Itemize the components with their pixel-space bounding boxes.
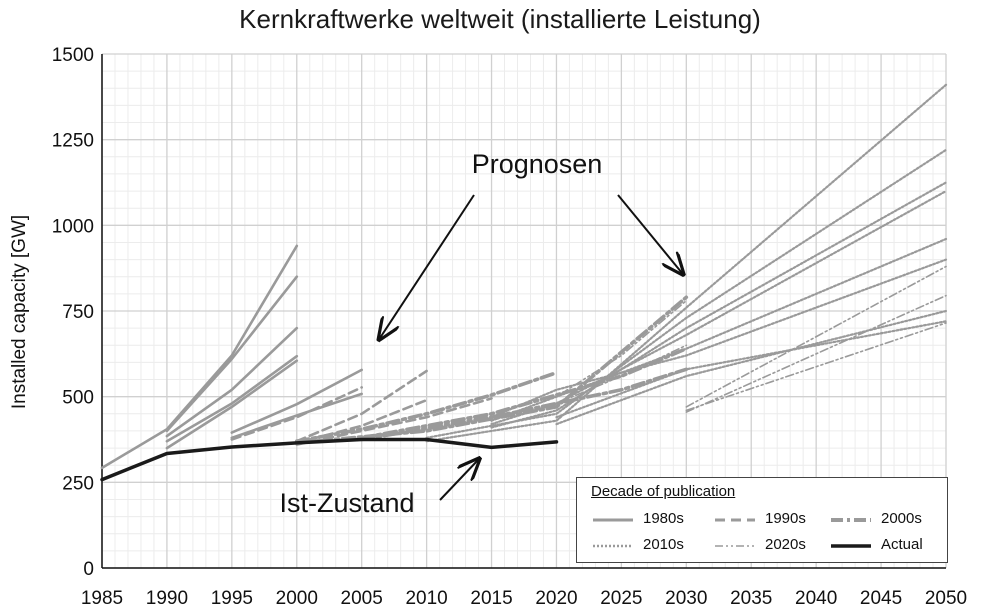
projection-line-2010s — [490, 190, 948, 426]
projection-line-1980s — [165, 354, 299, 443]
projection-line-2020s — [555, 299, 688, 398]
series-layer — [100, 83, 948, 470]
x-tick-label: 1990 — [146, 588, 188, 609]
x-tick-label: 1995 — [211, 588, 253, 609]
projection-line-2000s — [359, 346, 689, 440]
projection-line-1980s — [165, 275, 299, 433]
actual-layer — [100, 437, 559, 482]
projection-line-2010s — [555, 309, 948, 426]
x-tick-label: 1985 — [81, 588, 123, 609]
projection-line-1990s — [230, 386, 364, 441]
actual-line — [100, 437, 559, 482]
y-tick-label: 1000 — [52, 216, 94, 237]
legend-label: 1990s — [765, 510, 806, 527]
y-tick-label: 500 — [62, 388, 94, 409]
projection-line-2010s — [555, 320, 948, 419]
projection-line-2020s — [685, 322, 947, 412]
projection-line-1980s — [230, 392, 364, 440]
legend-swatch-actual — [831, 544, 871, 548]
legend-swatch-2020s — [715, 545, 755, 547]
projection-line-1980s — [165, 359, 299, 450]
legend-label: 2010s — [643, 536, 684, 553]
projection-line-1980s — [230, 368, 364, 434]
x-tick-label: 2050 — [925, 588, 967, 609]
x-tick-label: 2040 — [795, 588, 837, 609]
projection-line-1990s — [295, 397, 493, 446]
x-tick-label: 2020 — [535, 588, 577, 609]
projection-line-2020s — [555, 344, 688, 405]
projection-line-1980s — [165, 326, 299, 438]
projection-line-2010s — [490, 258, 948, 419]
x-tick-label: 2010 — [405, 588, 447, 609]
arrow-prognosen-left — [380, 194, 475, 338]
y-tick-label: 750 — [62, 302, 94, 323]
projection-line-1990s — [295, 369, 428, 443]
legend-swatch-1980s — [593, 518, 633, 522]
x-tick-label: 2035 — [730, 588, 772, 609]
projection-line-2000s — [294, 370, 559, 444]
legend-label: 2020s — [765, 536, 806, 553]
x-tick-label: 2045 — [860, 588, 902, 609]
y-axis-label: Installed capacity [GW] — [9, 215, 30, 409]
x-tick-label: 2005 — [341, 588, 383, 609]
x-tick-label: 2030 — [665, 588, 707, 609]
projection-line-2000s — [359, 367, 689, 442]
arrow-prognosen-right — [617, 194, 682, 273]
x-tick-label: 2015 — [470, 588, 512, 609]
annotations: Prognosen Ist-Zustand — [279, 149, 682, 518]
annotation-prognosen: Prognosen — [472, 149, 603, 179]
y-tick-label: 0 — [83, 559, 94, 580]
projection-line-2020s — [685, 294, 947, 413]
arrow-ist-zustand — [439, 460, 478, 501]
tick-labels: 1985 1990 1995 2000 2005 2010 2015 2020 2025 2030… — [52, 45, 967, 609]
projection-line-1980s — [100, 244, 299, 470]
axes — [101, 54, 946, 569]
legend-swatch-2010s — [593, 544, 633, 548]
y-tick-label: 1500 — [52, 45, 94, 66]
y-tick-label: 250 — [62, 473, 94, 494]
projection-line-2020s — [685, 265, 947, 408]
legend-label: Actual — [881, 536, 923, 553]
chart-title: Kernkraftwerke weltweit (installierte Le… — [239, 4, 761, 34]
projection-line-2010s — [490, 181, 948, 429]
x-tick-label: 2025 — [600, 588, 642, 609]
projection-line-2010s — [425, 83, 948, 443]
legend-label: 2000s — [881, 510, 922, 527]
legend: Decade of publication 1980s 1990s 2000s … — [576, 477, 948, 563]
projection-line-2010s — [425, 148, 948, 439]
y-tick-label: 1250 — [52, 131, 94, 152]
annotation-ist-zustand: Ist-Zustand — [279, 488, 414, 518]
x-tick-label: 2000 — [276, 588, 318, 609]
legend-swatch-1990s — [715, 518, 755, 522]
legend-title: Decade of publication — [591, 483, 736, 500]
legend-label: 1980s — [643, 510, 684, 527]
legend-swatch-2000s — [831, 518, 871, 522]
